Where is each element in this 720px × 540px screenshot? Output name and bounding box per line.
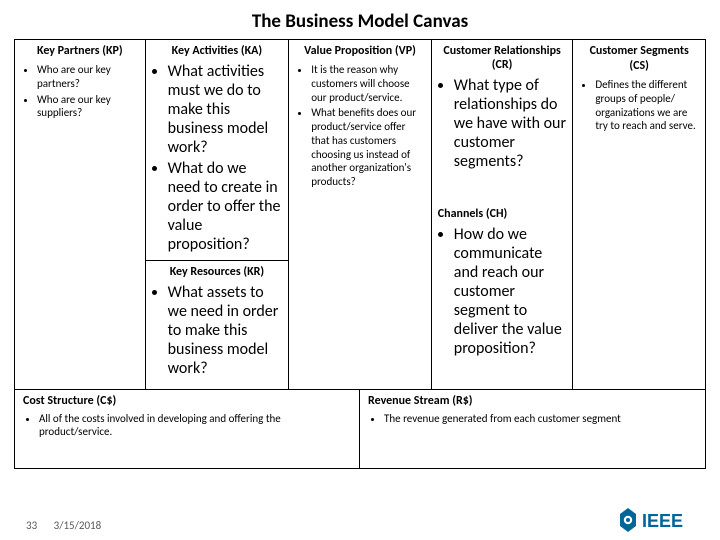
bullets-cost: All of the costs involved in developing … [23, 412, 351, 438]
bullet: All of the costs involved in developing … [39, 412, 351, 438]
bullets-kr: What assets to we need in order to make … [152, 283, 283, 378]
block-customer-segments: Customer Segments (CS) Defines the diffe… [573, 40, 705, 389]
bullets-rev: The revenue generated from each customer… [368, 412, 697, 425]
svg-text:IEEE: IEEE [642, 511, 683, 531]
bullet: It is the reason why customers will choo… [311, 63, 425, 104]
bullet: What do we need to create in order to of… [168, 159, 283, 254]
canvas-bottom-row: Cost Structure (C$) All of the costs inv… [15, 390, 705, 468]
heading-ka: Key Activities (KA) [152, 44, 283, 58]
block-cost-structure: Cost Structure (C$) All of the costs inv… [15, 390, 360, 468]
bullet: What type of relationships do we have wi… [454, 76, 567, 171]
heading-kp: Key Partners (KP) [21, 44, 139, 59]
bullets-ka: What activities must we do to make this … [152, 62, 283, 254]
block-key-resources: Key Resources (KR) What assets to we nee… [146, 260, 289, 384]
bullets-cr: What type of relationships do we have wi… [438, 76, 567, 171]
heading-kr: Key Resources (KR) [152, 265, 283, 279]
business-model-canvas: Key Partners (KP) Who are our key partne… [14, 39, 706, 469]
block-customer-relationships: Customer Relationships (CR) What type of… [432, 40, 573, 177]
bullets-cs: Defines the different groups of people/ … [579, 78, 699, 133]
heading-vp: Value Proposition (VP) [295, 44, 425, 59]
bullets-vp: It is the reason why customers will choo… [295, 63, 425, 189]
bullets-ch: How do we communicate and reach our cust… [438, 225, 567, 358]
block-key-partners: Key Partners (KP) Who are our key partne… [15, 40, 146, 389]
heading-rev: Revenue Stream (R$) [368, 394, 697, 408]
bullets-kp: Who are our key partners? Who are our ke… [21, 63, 139, 120]
bullet: The revenue generated from each customer… [384, 412, 697, 425]
block-key-activities: Key Activities (KA) What activities must… [146, 40, 289, 260]
heading-cr: Customer Relationships (CR) [438, 44, 567, 72]
bullet: What benefits does our product/service o… [311, 106, 425, 189]
heading-cost: Cost Structure (C$) [23, 394, 351, 408]
slide-footer: 33 3/15/2018 [26, 519, 101, 532]
slide-title: The Business Model Canvas [14, 10, 706, 33]
bullet: What activities must we do to make this … [168, 62, 283, 157]
bullet: What assets to we need in order to make … [168, 283, 283, 378]
bullet: Defines the different groups of people/ … [595, 78, 699, 133]
bullet: How do we communicate and reach our cust… [454, 225, 567, 358]
heading-ch: Channels (CH) [438, 207, 567, 221]
column-activities-resources: Key Activities (KA) What activities must… [146, 40, 290, 389]
page-number: 33 [26, 519, 37, 532]
block-revenue-stream: Revenue Stream (R$) The revenue generate… [360, 390, 705, 468]
column-relationships-channels: Customer Relationships (CR) What type of… [432, 40, 574, 389]
canvas-top-row: Key Partners (KP) Who are our key partne… [15, 40, 705, 390]
bullet: Who are our key suppliers? [37, 93, 139, 121]
bullet: Who are our key partners? [37, 63, 139, 91]
footer-date: 3/15/2018 [54, 519, 102, 532]
ieee-logo: IEEE [616, 506, 702, 534]
block-channels: Channels (CH) How do we communicate and … [432, 203, 573, 364]
heading-cs: Customer Segments (CS) [579, 44, 699, 74]
block-value-proposition: Value Proposition (VP) It is the reason … [289, 40, 432, 389]
